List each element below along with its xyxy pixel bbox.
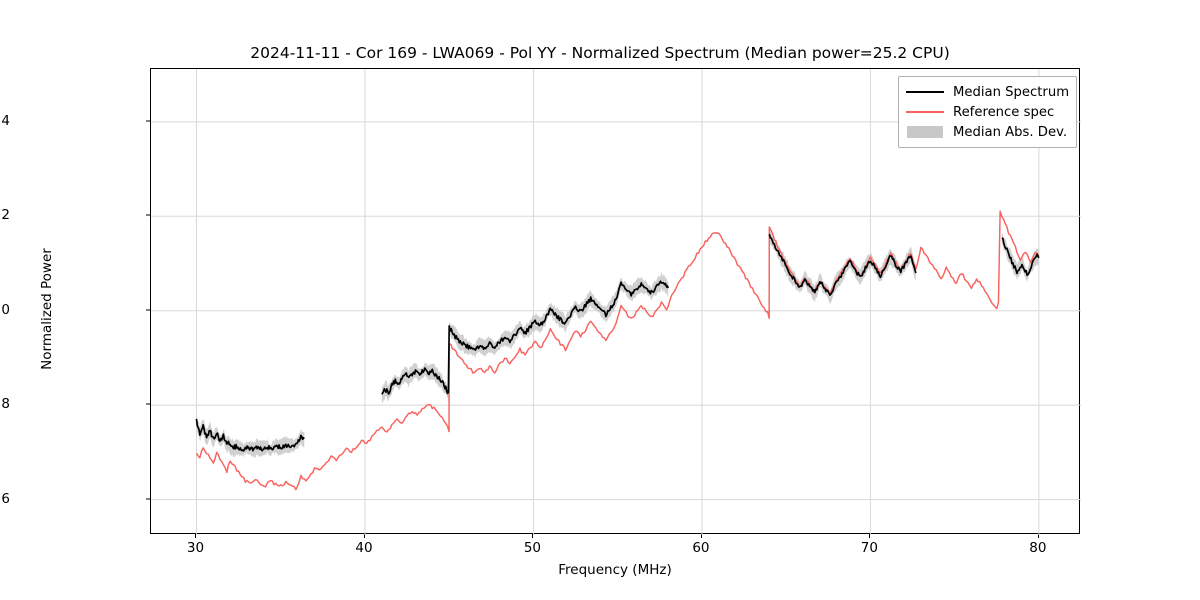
y-tick-label: 1.2 [0,207,10,224]
legend-label: Reference spec [953,104,1055,120]
x-tick-mark [869,534,871,538]
legend: Median Spectrum Reference spec Median Abs.… [898,76,1078,148]
y-tick-mark [146,498,150,500]
chart-title: 2024-11-11 - Cor 169 - LWA069 - Pol YY -… [250,44,950,62]
y-tick-mark [146,214,150,216]
y-tick-label: 1.0 [0,301,10,318]
x-tick-label: 80 [1029,540,1047,556]
legend-key-glyph [906,91,944,93]
legend-key-glyph [906,111,944,113]
median-spectrum-line [381,280,670,395]
legend-line-icon [906,105,944,119]
y-axis-label: Normalized Power [39,248,55,370]
y-tick-label: 0.6 [0,490,10,507]
legend-line-icon [906,85,944,99]
x-tick-mark [532,534,534,538]
median-spectrum-line [195,418,305,452]
mad-band-segment [196,412,305,459]
x-tick-mark [195,534,197,538]
y-tick-mark [146,403,150,405]
x-axis-label: Frequency (MHz) [558,562,672,578]
x-tick-label: 30 [186,540,205,556]
legend-item[interactable]: Median Abs. Dev. [906,122,1069,142]
legend-key-glyph [907,126,943,138]
x-tick-label: 60 [692,540,710,556]
mad-band-segment [381,271,669,403]
median-spectrum-line [1001,237,1040,277]
series-lines [195,210,1040,491]
x-tick-mark [700,534,702,538]
y-tick-mark [146,309,150,311]
x-tick-label: 40 [355,540,373,556]
legend-label: Median Spectrum [953,84,1070,100]
legend-item[interactable]: Median Spectrum [906,82,1069,102]
mad-band-segment [769,228,916,304]
y-tick-label: 1.4 [0,112,10,129]
x-tick-label: 70 [860,540,878,556]
x-tick-mark [363,534,365,538]
x-tick-mark [1037,534,1039,538]
legend-item[interactable]: Reference spec [906,102,1069,122]
median-spectrum-line [768,233,917,296]
legend-swatch-icon [906,125,944,139]
y-tick-mark [146,120,150,122]
reference-spec-line [195,210,1040,491]
legend-label: Median Abs. Dev. [953,124,1068,140]
x-tick-label: 50 [523,540,542,556]
y-tick-label: 0.8 [0,396,10,413]
